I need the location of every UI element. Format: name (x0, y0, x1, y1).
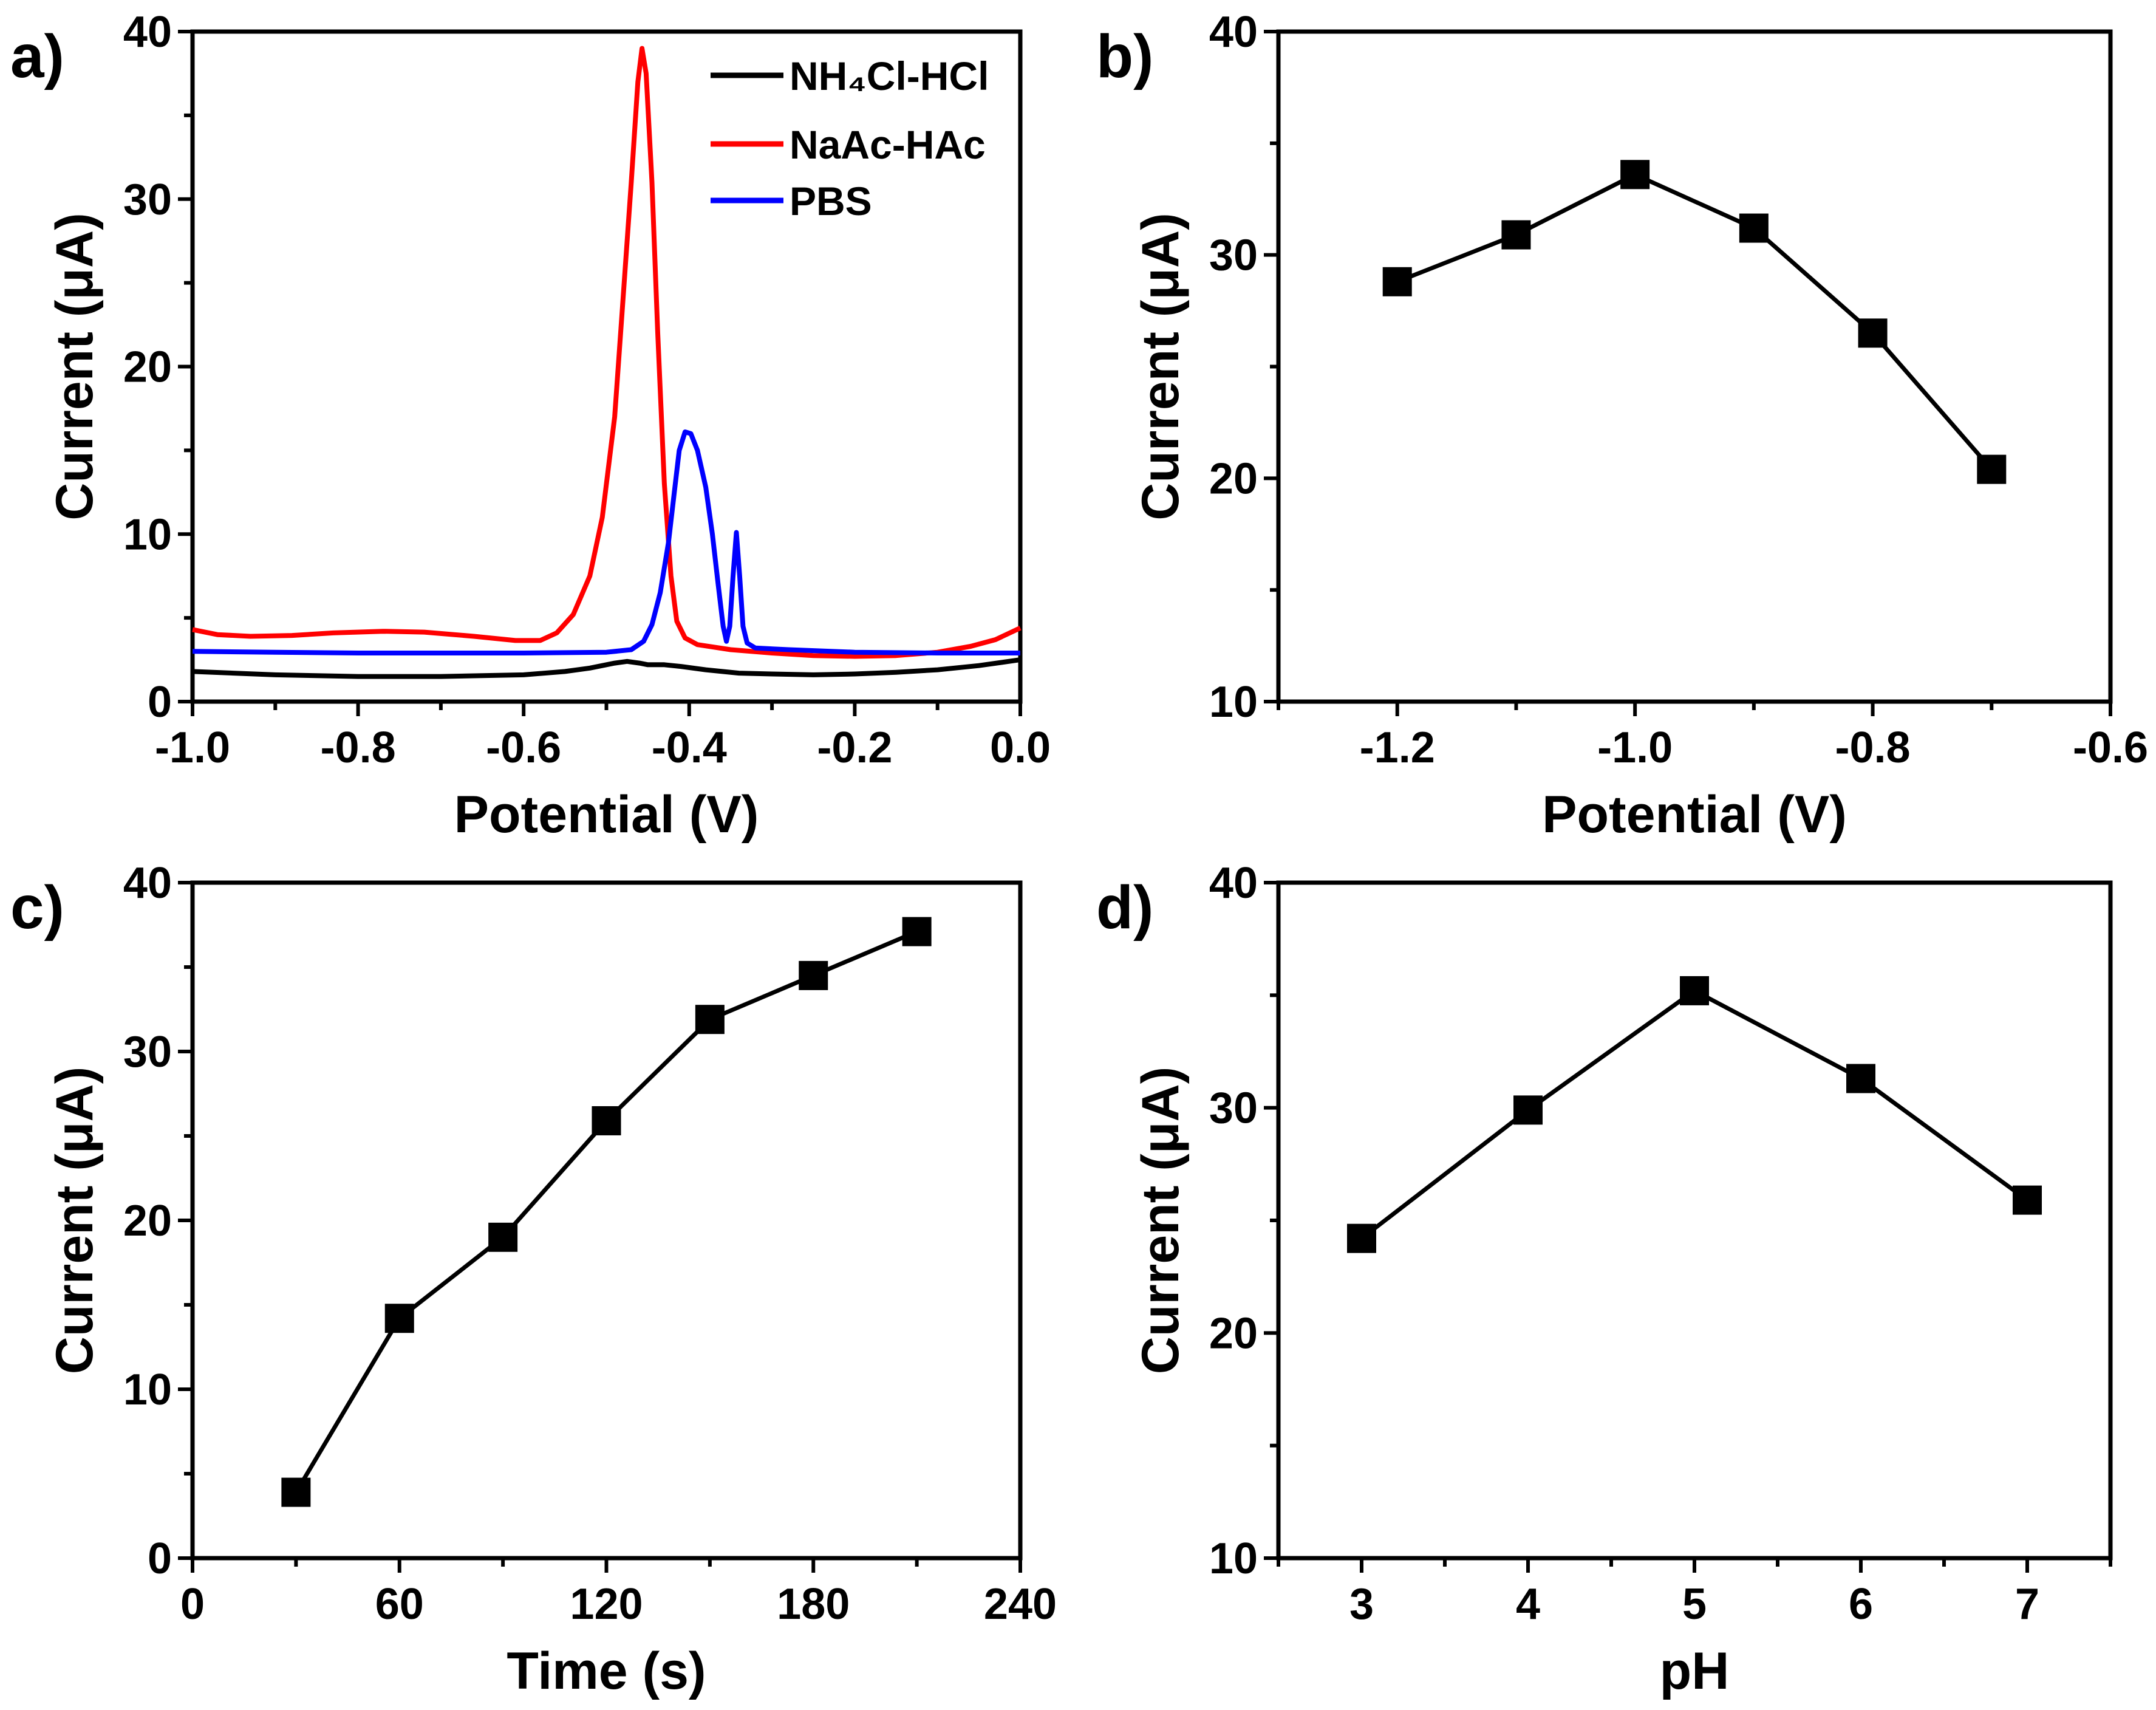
x-tick-label: 240 (984, 1580, 1057, 1629)
legend-label: NH₄Cl-HCl (790, 53, 989, 98)
data-point (2013, 1185, 2042, 1215)
x-tick-label: 0 (180, 1580, 205, 1629)
x-tick-label: -0.8 (1835, 723, 1911, 772)
data-point (488, 1222, 518, 1252)
panel-c: 0 60 120 180 240 0 10 20 30 40 Time (s) Current (μA… (10, 859, 1057, 1700)
x-tick-label: -1.2 (1360, 723, 1435, 772)
x-tick-label: -0.6 (2073, 723, 2148, 772)
y-tick-label: 30 (1209, 1084, 1258, 1133)
y-tick-label: 10 (123, 510, 172, 559)
x-tick-label: 7 (2015, 1580, 2039, 1629)
y-axis-title: Current (μA) (46, 1067, 104, 1374)
y-tick-label: 20 (123, 1197, 172, 1245)
x-axis-title: Potential (V) (1542, 785, 1847, 844)
data-point (1680, 976, 1709, 1005)
plot-frame (1276, 29, 2113, 704)
y-tick-label: 0 (148, 1534, 172, 1583)
panel-a: -1.0 -0.8 -0.6 -0.4 -0.2 0.0 0 10 20 30 40 Potentia… (10, 8, 1051, 844)
data-point (1846, 1064, 1875, 1093)
x-tick-label: 0.0 (990, 723, 1051, 772)
data-point (1501, 220, 1531, 250)
data-point (1977, 454, 2007, 484)
panel-label: b) (1096, 22, 1153, 91)
series-line-2 (192, 429, 1020, 655)
x-tick-label: -1.0 (155, 723, 230, 772)
data-point (799, 960, 828, 990)
x-axis-title: pH (1660, 1642, 1730, 1700)
y-tick-label: 10 (1209, 1534, 1258, 1583)
y-tick-label: 30 (123, 176, 172, 224)
data-point (1858, 318, 1888, 348)
data-point (902, 917, 932, 946)
data-point (1620, 160, 1650, 190)
x-tick-label: 6 (1849, 1580, 1873, 1629)
data-point (592, 1106, 621, 1135)
x-tick-label: -0.6 (486, 723, 561, 772)
legend-label: NaAc-HAc (790, 122, 986, 167)
series-line-0 (294, 929, 918, 1494)
x-tick-label: 60 (375, 1580, 424, 1629)
data-point (1739, 213, 1769, 243)
y-axis-title: Current (μA) (1131, 213, 1190, 520)
legend: NH₄Cl-HCl NaAc-HAc PBS (711, 53, 989, 224)
y-tick-label: 20 (1209, 1309, 1258, 1358)
y-tick-label: 30 (123, 1028, 172, 1076)
y-tick-label: 30 (1209, 231, 1258, 280)
x-tick-label: 180 (777, 1580, 850, 1629)
x-tick-label: -0.4 (652, 723, 727, 772)
x-tick-label: 4 (1516, 1580, 1540, 1629)
panel-d: 3 4 5 6 7 10 20 30 40 pH Current (μA) d) (1096, 859, 2113, 1700)
data-point (281, 1477, 311, 1507)
panel-b: -1.2 -1.0 -0.8 -0.6 10 20 30 40 Potential (V) Cur… (1096, 8, 2148, 844)
series-line-0 (1360, 988, 2029, 1240)
x-tick-label: -0.8 (321, 723, 396, 772)
y-tick-label: 10 (123, 1366, 172, 1414)
x-tick-label: -0.2 (817, 723, 892, 772)
panel-label: a) (10, 22, 64, 91)
data-point (695, 1005, 725, 1035)
x-axis-title: Time (s) (507, 1642, 706, 1700)
series-line-0 (1396, 172, 1993, 471)
y-tick-label: 40 (123, 859, 172, 908)
x-tick-label: 5 (1682, 1580, 1707, 1629)
y-tick-label: 40 (1209, 8, 1258, 56)
y-tick-label: 40 (123, 8, 172, 56)
x-axis-title: Potential (V) (454, 785, 759, 844)
y-tick-label: 20 (1209, 454, 1258, 503)
y-tick-label: 0 (148, 678, 172, 727)
x-tick-label: 120 (570, 1580, 643, 1629)
data-point (1513, 1095, 1543, 1125)
panel-label: c) (10, 874, 64, 942)
y-axis-title: Current (μA) (1131, 1067, 1190, 1374)
x-tick-label: 3 (1349, 1580, 1374, 1629)
x-tick-label: -1.0 (1597, 723, 1673, 772)
panel-label: d) (1096, 874, 1153, 942)
y-tick-label: 20 (123, 343, 172, 392)
data-point (1382, 267, 1412, 296)
y-tick-label: 40 (1209, 859, 1258, 908)
y-tick-label: 10 (1209, 678, 1258, 727)
y-axis-title: Current (μA) (46, 213, 104, 520)
data-point (384, 1304, 414, 1333)
series-line-1 (192, 46, 1022, 659)
series-line-0 (192, 657, 1021, 679)
legend-label: PBS (790, 179, 872, 224)
data-point (1347, 1223, 1376, 1253)
